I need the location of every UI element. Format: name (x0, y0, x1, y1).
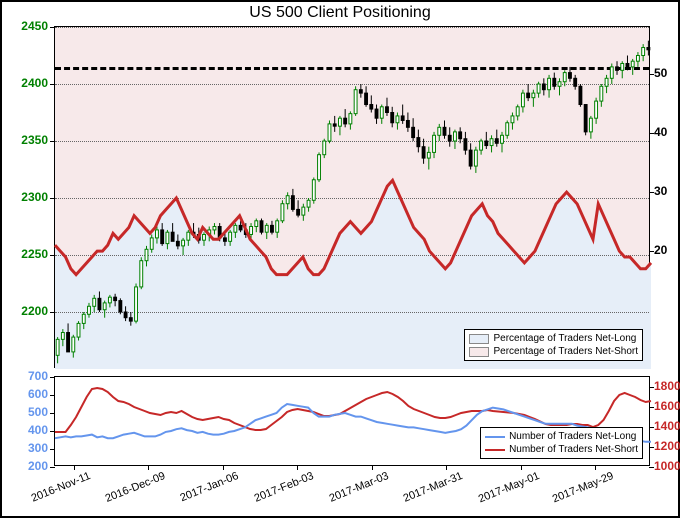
y-sub-right-1200: 1200 (654, 439, 680, 453)
y-sub-left-400: 400 (28, 423, 48, 437)
chart-container: US 500 Client Positioning 2450 2400 2350… (0, 0, 680, 518)
legend-item-long: Percentage of Traders Net-Long (467, 332, 640, 345)
y-sub-right-1600: 1600 (654, 399, 680, 413)
legend-item-long-count: Number of Traders Net-Long (483, 430, 640, 443)
chart-title: US 500 Client Positioning (249, 4, 430, 22)
y-left-2450: 2450 (21, 19, 48, 33)
y-right-30: 30 (654, 184, 667, 198)
legend-label: Number of Traders Net-Long (509, 431, 636, 442)
x-axis-label: 2017-Feb-03 (253, 470, 316, 505)
legend-line-short (485, 449, 505, 451)
y-left-2350: 2350 (21, 133, 48, 147)
x-axis-label: 2017-Mar-31 (402, 470, 465, 505)
legend-label: Number of Traders Net-Short (509, 444, 638, 455)
y-sub-left-200: 200 (28, 459, 48, 473)
x-axis-label: 2017-Mar-03 (327, 470, 390, 505)
x-axis-label: 2017-May-01 (476, 470, 541, 505)
x-axis-label: 2017-Jan-06 (178, 470, 240, 504)
y-sub-right-1000: 1000 (654, 459, 680, 473)
y-left-2250: 2250 (21, 247, 48, 261)
main-panel: Percentage of Traders Net-Long Percentag… (54, 26, 650, 368)
x-axis-label: 2016-Nov-11 (29, 470, 92, 505)
legend-item-short: Percentage of Traders Net-Short (467, 345, 640, 358)
legend-swatch-short (469, 347, 489, 357)
sub-legend: Number of Traders Net-Long Number of Tra… (480, 427, 643, 459)
legend-item-short-count: Number of Traders Net-Short (483, 443, 640, 456)
y-sub-left-700: 700 (28, 369, 48, 383)
y-left-2300: 2300 (21, 190, 48, 204)
y-sub-left-300: 300 (28, 441, 48, 455)
main-legend: Percentage of Traders Net-Long Percentag… (464, 329, 643, 361)
legend-label: Percentage of Traders Net-Long (493, 333, 636, 344)
y-sub-right-1800: 1800 (654, 379, 680, 393)
legend-label: Percentage of Traders Net-Short (493, 346, 638, 357)
y-right-40: 40 (654, 125, 667, 139)
x-axis-label: 2017-May-29 (551, 470, 616, 505)
legend-swatch-long (469, 334, 489, 344)
sub-panel: Number of Traders Net-Long Number of Tra… (54, 376, 650, 466)
x-axis-label: 2016-Dec-09 (104, 470, 167, 505)
y-sub-right-1400: 1400 (654, 419, 680, 433)
y-left-2400: 2400 (21, 76, 48, 90)
y-right-50: 50 (654, 66, 667, 80)
percentage-line (55, 27, 651, 369)
y-right-20: 20 (654, 243, 667, 257)
y-sub-left-600: 600 (28, 387, 48, 401)
y-left-2200: 2200 (21, 304, 48, 318)
y-sub-left-500: 500 (28, 405, 48, 419)
legend-line-long (485, 436, 505, 438)
